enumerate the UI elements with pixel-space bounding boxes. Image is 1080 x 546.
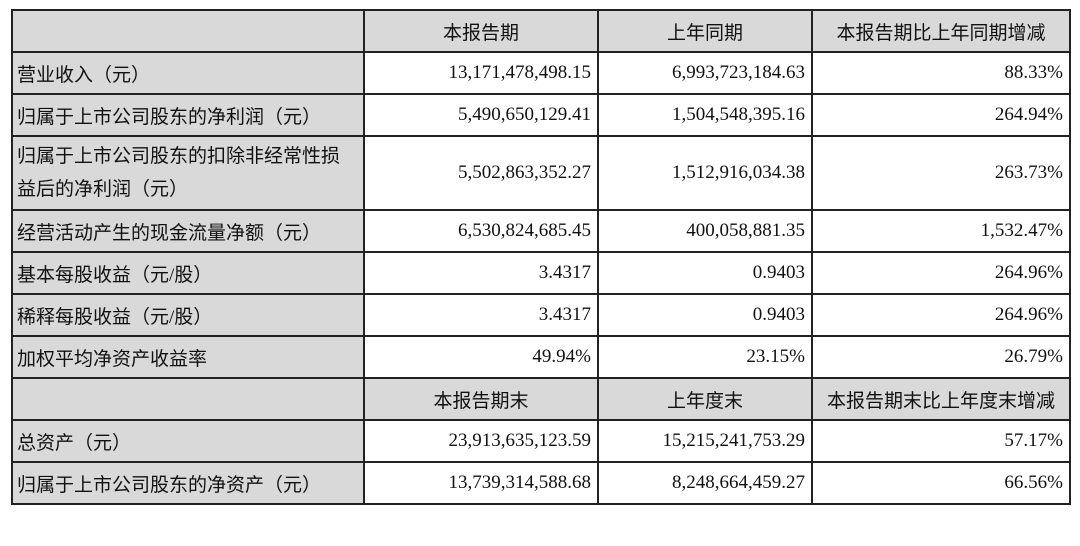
- row-label: 归属于上市公司股东的净资产（元）: [11, 461, 365, 505]
- table-row: 加权平均净资产收益率 49.94% 23.15% 26.79%: [11, 335, 1071, 379]
- cell-value: 13,171,478,498.15: [363, 51, 599, 95]
- table-row: 归属于上市公司股东的净利润（元） 5,490,650,129.41 1,504,54…: [11, 93, 1071, 137]
- table-row: 经营活动产生的现金流量净额（元） 6,530,824,685.45 400,058,…: [11, 209, 1071, 253]
- cell-value: 264.96%: [811, 251, 1071, 295]
- cell-value: 66.56%: [811, 461, 1071, 505]
- row-label: 营业收入（元）: [11, 51, 365, 95]
- row-label: 基本每股收益（元/股）: [11, 251, 365, 295]
- table-row: 归属于上市公司股东的净资产（元） 13,739,314,588.68 8,248,6…: [11, 461, 1071, 505]
- cell-value: 400,058,881.35: [597, 209, 813, 253]
- column-header: 上年度末: [597, 377, 813, 421]
- cell-value: 5,490,650,129.41: [363, 93, 599, 137]
- financial-summary-table: 本报告期 上年同期 本报告期比上年同期增减 营业收入（元） 13,171,478,498…: [11, 9, 1071, 505]
- row-label: 经营活动产生的现金流量净额（元）: [11, 209, 365, 253]
- cell-value: 88.33%: [811, 51, 1071, 95]
- cell-value: 6,530,824,685.45: [363, 209, 599, 253]
- cell-value: 1,504,548,395.16: [597, 93, 813, 137]
- row-label: 归属于上市公司股东的扣除非经常性损益后的净利润（元）: [11, 135, 365, 211]
- row-label: 归属于上市公司股东的净利润（元）: [11, 93, 365, 137]
- table-row: 基本每股收益（元/股） 3.4317 0.9403 264.96%: [11, 251, 1071, 295]
- column-header: 本报告期末: [363, 377, 599, 421]
- column-header: 本报告期: [363, 9, 599, 53]
- cell-value: 26.79%: [811, 335, 1071, 379]
- column-header: 本报告期比上年同期增减: [811, 9, 1071, 53]
- cell-value: 8,248,664,459.27: [597, 461, 813, 505]
- cell-value: 23,913,635,123.59: [363, 419, 599, 463]
- cell-value: 13,739,314,588.68: [363, 461, 599, 505]
- cell-value: 15,215,241,753.29: [597, 419, 813, 463]
- column-header: [11, 377, 365, 421]
- table-row: 稀释每股收益（元/股） 3.4317 0.9403 264.96%: [11, 293, 1071, 337]
- cell-value: 57.17%: [811, 419, 1071, 463]
- header-row: 本报告期 上年同期 本报告期比上年同期增减: [11, 9, 1071, 53]
- cell-value: 1,532.47%: [811, 209, 1071, 253]
- cell-value: 6,993,723,184.63: [597, 51, 813, 95]
- column-header: 本报告期末比上年度末增减: [811, 377, 1071, 421]
- cell-value: 23.15%: [597, 335, 813, 379]
- cell-value: 49.94%: [363, 335, 599, 379]
- row-label: 总资产（元）: [11, 419, 365, 463]
- cell-value: 264.96%: [811, 293, 1071, 337]
- cell-value: 263.73%: [811, 135, 1071, 211]
- cell-value: 0.9403: [597, 293, 813, 337]
- cell-value: 5,502,863,352.27: [363, 135, 599, 211]
- header-row: 本报告期末 上年度末 本报告期末比上年度末增减: [11, 377, 1071, 421]
- table-row: 营业收入（元） 13,171,478,498.15 6,993,723,184.63…: [11, 51, 1071, 95]
- column-header: 上年同期: [597, 9, 813, 53]
- cell-value: 0.9403: [597, 251, 813, 295]
- table-row: 归属于上市公司股东的扣除非经常性损益后的净利润（元） 5,502,863,352.…: [11, 135, 1071, 211]
- row-label: 加权平均净资产收益率: [11, 335, 365, 379]
- table-row: 总资产（元） 23,913,635,123.59 15,215,241,753.29…: [11, 419, 1071, 463]
- cell-value: 1,512,916,034.38: [597, 135, 813, 211]
- cell-value: 3.4317: [363, 251, 599, 295]
- row-label: 稀释每股收益（元/股）: [11, 293, 365, 337]
- column-header: [11, 9, 365, 53]
- cell-value: 3.4317: [363, 293, 599, 337]
- cell-value: 264.94%: [811, 93, 1071, 137]
